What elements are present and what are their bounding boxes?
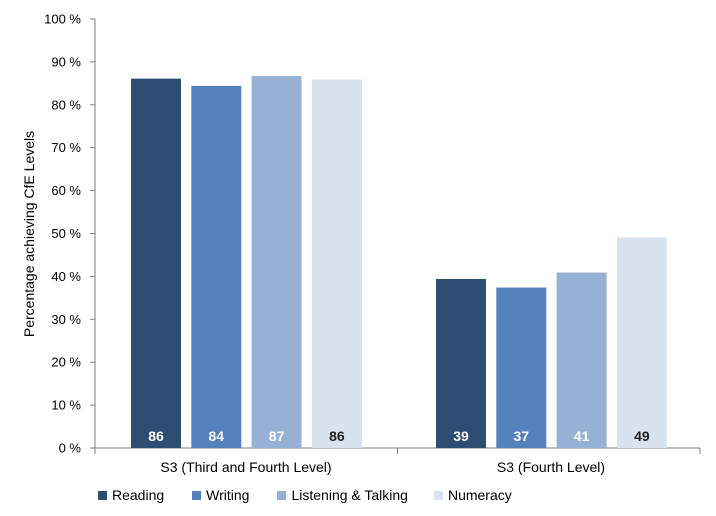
bar-writing [496, 287, 547, 448]
y-ticks: 0 % 10 % 20 % 30 % 40 % 50 % 60 % 70 % 80 % 90 % 1… [44, 12, 95, 456]
bar-numeracy [616, 237, 667, 448]
category-label: S3 (Fourth Level) [497, 459, 605, 475]
data-label: 87 [269, 428, 285, 444]
data-label: 41 [574, 428, 590, 444]
legend-item: Listening & Talking [277, 487, 408, 503]
data-label: 84 [209, 428, 225, 444]
legend-item: Reading [98, 487, 164, 503]
bar-listening-talking [556, 272, 607, 448]
category-labels: S3 (Third and Fourth Level) S3 (Fourth Le… [160, 459, 605, 475]
legend-swatch [192, 490, 202, 500]
y-tick-label: 60 % [51, 183, 81, 198]
data-label: 39 [453, 428, 469, 444]
y-tick-label: 90 % [51, 54, 81, 69]
data-label: 37 [514, 428, 530, 444]
bar-listening-talking [251, 76, 302, 448]
data-label: 49 [634, 428, 650, 444]
y-axis-label: Percentage achieving CfE Levels [21, 131, 37, 337]
legend-label: Reading [112, 487, 165, 503]
data-label: 86 [148, 428, 164, 444]
axes [94, 19, 701, 454]
bar-reading [436, 278, 486, 448]
y-tick-label: 100 % [44, 12, 81, 27]
y-tick-label: 70 % [51, 140, 81, 155]
legend-label: Listening & Talking [291, 487, 408, 503]
bar-reading [131, 78, 181, 449]
y-tick-label: 30 % [51, 312, 81, 327]
legend-item: Writing [192, 487, 249, 503]
y-tick-label: 20 % [51, 355, 81, 370]
bar-numeracy [311, 79, 362, 448]
legend-label: Writing [206, 487, 250, 503]
y-tick-label: 40 % [51, 269, 81, 284]
data-label: 86 [329, 428, 345, 444]
y-tick-label: 80 % [51, 97, 81, 112]
bars: 86 39 84 37 87 41 86 49 [131, 76, 667, 449]
legend-swatch [277, 490, 287, 500]
y-tick-label: 0 % [59, 441, 82, 456]
bar-writing [191, 85, 242, 448]
y-tick-label: 10 % [51, 398, 81, 413]
legend: Reading Writing Listening & Talking Numerac… [98, 486, 540, 504]
legend-swatch [98, 490, 107, 500]
legend-label: Numeracy [447, 487, 512, 503]
category-label: S3 (Third and Fourth Level) [160, 459, 331, 475]
legend-swatch [433, 490, 443, 500]
legend-item: Numeracy [433, 487, 512, 503]
y-tick-label: 50 % [51, 226, 81, 241]
